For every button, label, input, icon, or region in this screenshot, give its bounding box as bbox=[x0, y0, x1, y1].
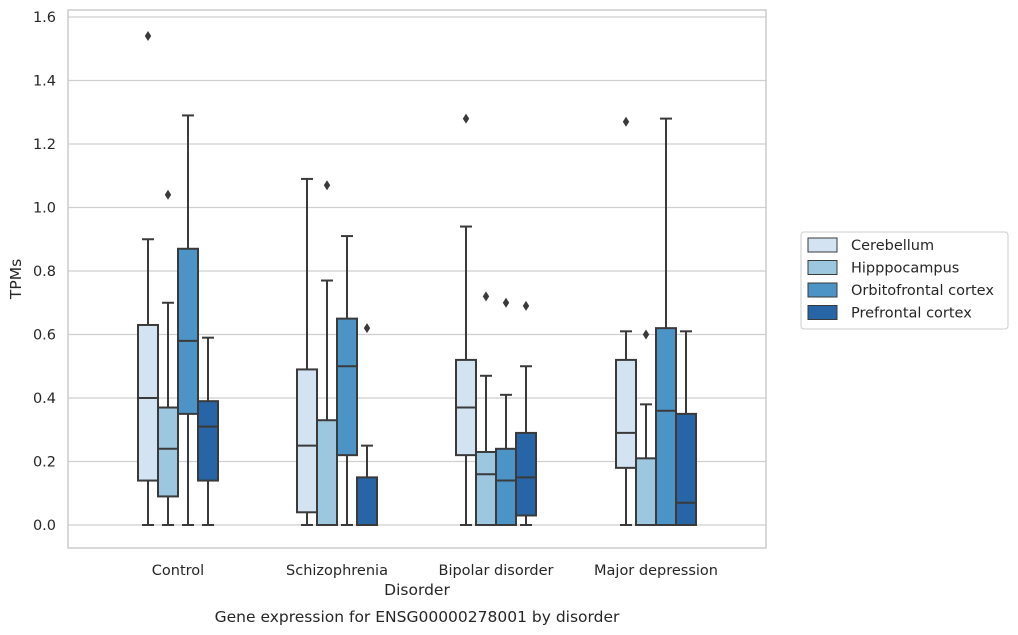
outlier-point bbox=[363, 323, 371, 334]
box-iqr bbox=[137, 323, 159, 482]
box-iqr bbox=[296, 368, 318, 514]
y-tick-label: 0.4 bbox=[33, 391, 56, 407]
box-iqr bbox=[177, 247, 199, 415]
legend-swatch bbox=[807, 237, 838, 253]
y-tick-label: 0.2 bbox=[33, 455, 56, 471]
x-axis-label: Disorder bbox=[384, 581, 450, 599]
box-prefrontal-cortex-major-depression bbox=[675, 330, 697, 526]
box-iqr bbox=[655, 327, 677, 526]
outlier-point bbox=[522, 300, 530, 311]
box-iqr bbox=[316, 419, 338, 527]
x-axis-ticks: Control Schizophrenia Bipolar disorder Majo… bbox=[152, 563, 718, 579]
box-prefrontal-cortex-control bbox=[197, 336, 219, 526]
y-axis-ticks: 0.0 0.2 0.4 0.6 0.8 1.0 1.2 1.4 1.6 bbox=[33, 10, 56, 534]
box-iqr bbox=[515, 431, 537, 517]
x-tick-label: Bipolar disorder bbox=[439, 563, 554, 579]
outlier-point bbox=[164, 189, 172, 200]
box-cerebellum-major-depression bbox=[615, 116, 637, 526]
legend-swatch bbox=[807, 305, 838, 320]
x-tick-label: Major depression bbox=[594, 563, 718, 579]
chart-caption: Gene expression for ENSG00000278001 by d… bbox=[215, 608, 620, 626]
outlier-point bbox=[502, 297, 510, 308]
box-hipppocampus-major-depression bbox=[635, 329, 657, 527]
box-iqr bbox=[336, 317, 358, 457]
y-axis-label: TPMs bbox=[7, 259, 25, 300]
legend: Cerebellum Hipppocampus Orbitofrontal cort… bbox=[800, 231, 1009, 330]
box-iqr bbox=[635, 457, 657, 527]
box-iqr bbox=[615, 358, 637, 469]
legend-label: Orbitofrontal cortex bbox=[851, 283, 994, 299]
box-iqr bbox=[157, 406, 179, 498]
outlier-point bbox=[482, 291, 490, 302]
outlier-point bbox=[462, 113, 470, 124]
y-tick-label: 0.8 bbox=[33, 264, 56, 280]
box-cerebellum-bipolar-disorder bbox=[455, 113, 477, 526]
legend-frame bbox=[800, 231, 1009, 330]
outlier-point bbox=[323, 180, 331, 191]
y-tick-label: 1.6 bbox=[33, 10, 56, 26]
box-iqr bbox=[475, 450, 497, 527]
x-tick-label: Schizophrenia bbox=[286, 563, 388, 579]
box-iqr bbox=[356, 476, 378, 526]
outlier-point bbox=[642, 329, 650, 340]
y-tick-label: 0.0 bbox=[33, 518, 56, 534]
y-tick-label: 0.6 bbox=[33, 328, 56, 344]
outlier-point bbox=[622, 116, 630, 127]
box-hipppocampus-bipolar-disorder bbox=[475, 291, 497, 527]
box-orbitofrontal-cortex-control bbox=[177, 114, 199, 526]
box-orbitofrontal-cortex-schizophrenia bbox=[336, 235, 358, 526]
box-series bbox=[137, 31, 697, 527]
box-cerebellum-control bbox=[137, 31, 159, 526]
y-tick-label: 1.4 bbox=[33, 74, 56, 90]
x-tick-label: Control bbox=[152, 563, 204, 579]
outlier-point bbox=[144, 31, 152, 42]
box-hipppocampus-control bbox=[157, 189, 179, 526]
box-prefrontal-cortex-schizophrenia bbox=[356, 323, 378, 526]
plot-frame bbox=[67, 9, 767, 549]
legend-label: Hipppocampus bbox=[851, 261, 959, 277]
y-tick-label: 1.0 bbox=[33, 201, 56, 217]
box-cerebellum-schizophrenia bbox=[296, 177, 318, 526]
legend-swatch bbox=[807, 260, 838, 275]
box-prefrontal-cortex-bipolar-disorder bbox=[515, 300, 537, 526]
legend-label: Prefrontal cortex bbox=[851, 306, 972, 322]
y-tick-label: 1.2 bbox=[33, 137, 56, 153]
box-iqr bbox=[197, 400, 219, 482]
legend-swatch bbox=[807, 282, 838, 298]
box-iqr bbox=[675, 412, 697, 526]
box-orbitofrontal-cortex-major-depression bbox=[655, 117, 677, 526]
box-iqr bbox=[495, 447, 517, 526]
legend-label: Cerebellum bbox=[851, 238, 934, 254]
box-orbitofrontal-cortex-bipolar-disorder bbox=[495, 297, 517, 526]
box-hipppocampus-schizophrenia bbox=[316, 180, 338, 527]
